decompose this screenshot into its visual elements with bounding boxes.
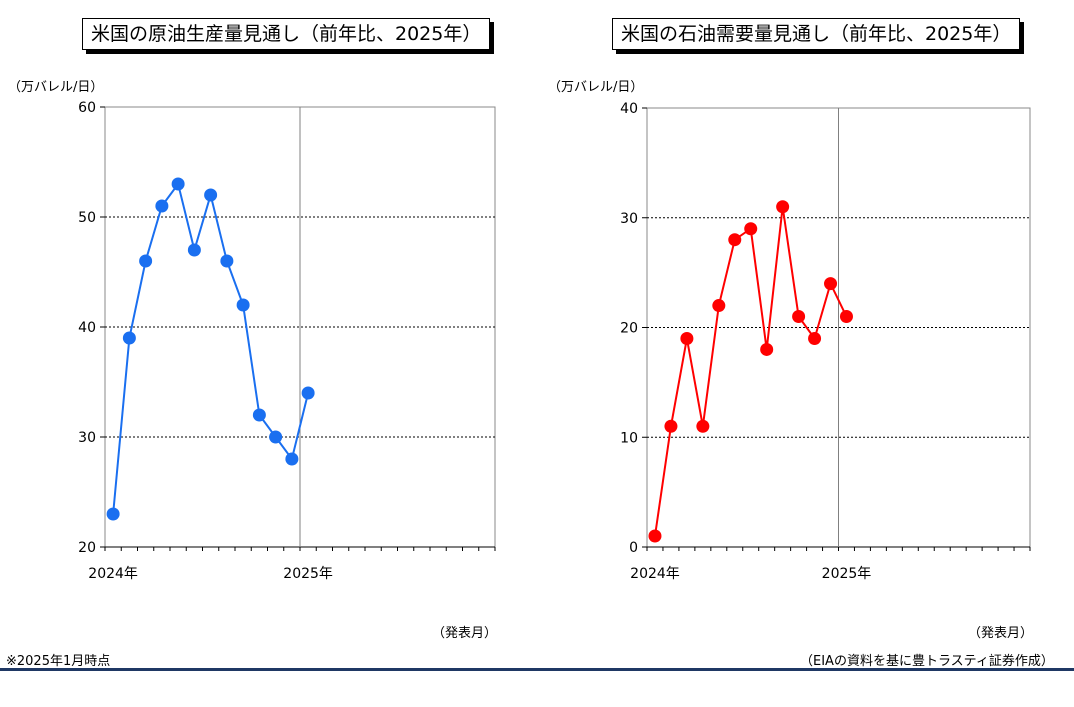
chart-1-y-tick-label: 50: [78, 210, 96, 226]
chart-1-data-point: [220, 254, 234, 268]
chart-2-y-tick-label: 40: [620, 101, 638, 117]
footnote: ※2025年1月時点: [6, 654, 111, 669]
chart-1-data-point: [252, 408, 266, 422]
chart-2-x-tick-label: 2025年: [822, 566, 872, 582]
chart-2-data-point: [728, 233, 742, 247]
chart-1-title: 米国の原油生産量見通し（前年比、2025年）: [82, 18, 491, 50]
chart-2-data-point: [808, 331, 822, 345]
chart-2-y-tick-label: 0: [629, 540, 638, 556]
chart-2-data-point: [744, 222, 758, 236]
chart-2-data-point: [760, 342, 774, 356]
chart-1-data-point: [106, 507, 120, 521]
chart-1-data-point: [301, 386, 315, 400]
chart-2-data-point: [776, 200, 790, 214]
chart-2-y-unit: （万バレル/日）: [548, 80, 644, 95]
chart-1-data-point: [155, 199, 169, 213]
chart-2-x-unit: （発表月）: [968, 626, 1034, 641]
chart-1-x-tick-label: 2024年: [88, 566, 138, 582]
chart-2-x-tick-label: 2024年: [630, 566, 680, 582]
chart-2-y-tick-label: 30: [620, 211, 638, 227]
chart-2-title: 米国の石油需要量見通し（前年比、2025年）: [612, 18, 1021, 50]
chart-1-data-point: [236, 298, 250, 312]
chart-2-y-tick-label: 10: [620, 430, 638, 446]
chart-2-y-tick-label: 20: [620, 321, 638, 337]
chart-2-data-point: [696, 419, 710, 433]
chart-2-data-point: [824, 277, 838, 291]
chart-1-data-point: [269, 430, 283, 444]
chart-2-data-point: [648, 529, 662, 543]
chart-1-data-point: [139, 254, 153, 268]
chart-1-y-tick-label: 20: [78, 540, 96, 556]
chart-1-data-point: [171, 177, 185, 191]
chart-2-data-point: [664, 419, 678, 433]
chart-1-data-point: [204, 188, 218, 202]
source-note: （EIAの資料を基に豊トラスティ証券作成）: [800, 654, 1054, 669]
chart-1-y-tick-label: 30: [78, 430, 96, 446]
chart-1-y-tick-label: 60: [78, 100, 96, 116]
chart-1-data-point: [187, 243, 201, 257]
chart-2-data-point: [712, 299, 726, 313]
chart-2-data-point: [839, 310, 853, 324]
bottom-rule: [0, 668, 1074, 671]
chart-2-data-point: [680, 331, 694, 345]
chart-1-x-tick-label: 2025年: [283, 566, 333, 582]
chart-1-y-tick-label: 40: [78, 320, 96, 336]
chart-2-data-point: [792, 310, 806, 324]
chart-1-x-unit: （発表月）: [432, 626, 498, 641]
chart-1-y-unit: （万バレル/日）: [8, 80, 104, 95]
chart-1-data-point: [285, 452, 299, 466]
chart-1-data-point: [122, 331, 136, 345]
